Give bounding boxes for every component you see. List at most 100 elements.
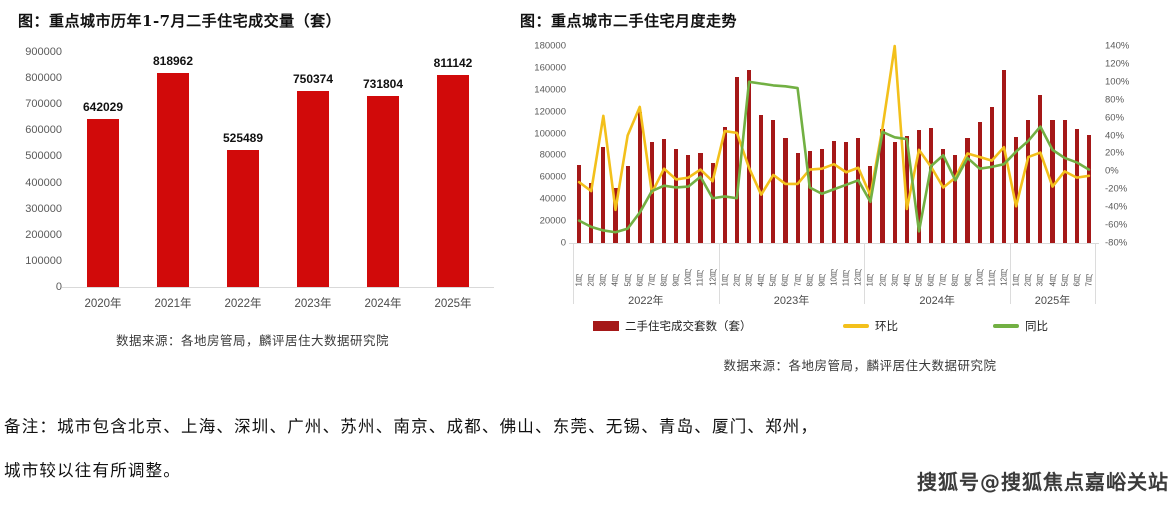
left-chart-bar-value: 811142 bbox=[433, 56, 473, 71]
left-chart-y-tick: 900000 bbox=[25, 46, 62, 58]
footer-note: 备注：城市包含北京、上海、深圳、广州、苏州、南京、成都、佛山、东莞、无锡、青岛、… bbox=[4, 405, 1164, 493]
right-chart-y-tick-right: 140% bbox=[1105, 40, 1130, 52]
right-chart-y-tick-left: 180000 bbox=[534, 40, 566, 52]
right-chart-bar bbox=[783, 137, 788, 243]
right-chart-month-label: 8月 bbox=[805, 273, 815, 286]
right-chart-month-label: 2月 bbox=[586, 273, 596, 286]
right-chart-y-tick-right: 80% bbox=[1105, 94, 1125, 106]
right-chart-bar bbox=[1050, 120, 1055, 243]
left-chart-x-tick: 2025年 bbox=[434, 298, 472, 310]
right-chart-bar bbox=[637, 111, 642, 243]
right-chart-bar bbox=[880, 129, 885, 243]
right-chart-month-label: 9月 bbox=[963, 273, 973, 286]
right-chart-year-axis: 2022年 2023年 2024年 2025年 bbox=[573, 244, 1096, 310]
right-chart-y-tick-right: -80% bbox=[1105, 237, 1128, 249]
right-chart-bar bbox=[856, 137, 861, 243]
right-chart-bar bbox=[916, 130, 922, 243]
right-chart-month-label: 1月 bbox=[865, 273, 875, 286]
right-chart-y-tick-right: -60% bbox=[1105, 219, 1128, 231]
right-chart-legend: 二手住宅成交套数（套） 环比 同比 bbox=[573, 318, 1113, 338]
right-chart-month-label: 12月 bbox=[708, 269, 718, 286]
left-chart-bar bbox=[227, 149, 259, 287]
right-chart-bar bbox=[989, 107, 994, 243]
right-chart-month-label: 9月 bbox=[671, 273, 681, 286]
right-chart-month-label: 7月 bbox=[647, 273, 657, 286]
right-chart-bar bbox=[771, 120, 776, 243]
right-chart-month-label: 3月 bbox=[598, 273, 608, 286]
right-chart-bar bbox=[941, 148, 946, 243]
left-chart-x-tick: 2024年 bbox=[364, 298, 402, 310]
left-chart-bar bbox=[437, 75, 469, 287]
right-chart-y-tick-left: 80000 bbox=[539, 149, 566, 161]
right-chart-month-axis: 1月 2月 3月 4月 5月 6月 7月 8月 9月 10月 11月 12月 1月 2月 3月 4月 5月 6月 7… bbox=[573, 246, 1095, 286]
right-chart-y-tick-right: 60% bbox=[1105, 112, 1125, 124]
right-chart-bar bbox=[589, 182, 594, 243]
legend-item-bars: 二手住宅成交套数（套） bbox=[593, 318, 752, 334]
right-chart-month-label: 10月 bbox=[829, 269, 839, 286]
left-chart-y-tick: 400000 bbox=[25, 176, 62, 189]
right-chart-bar bbox=[577, 165, 582, 243]
right-chart-month-label: 2月 bbox=[732, 273, 742, 286]
right-chart-month-label: 3月 bbox=[890, 273, 900, 286]
left-chart-y-tick: 800000 bbox=[25, 72, 62, 85]
right-chart-line-mom bbox=[577, 44, 1091, 212]
right-chart-bar bbox=[1001, 70, 1006, 243]
right-chart-bar bbox=[746, 70, 752, 243]
right-chart-line-layer bbox=[577, 44, 1091, 234]
right-chart-y-tick-right: -20% bbox=[1105, 183, 1128, 195]
left-chart-y-tick: 600000 bbox=[25, 124, 62, 137]
right-chart-month-label: 2月 bbox=[1023, 273, 1033, 286]
right-chart-month-label: 5月 bbox=[768, 273, 778, 286]
footer-note-line-1: 备注：城市包含北京、上海、深圳、广州、苏州、南京、成都、佛山、东莞、无锡、青岛、… bbox=[4, 417, 819, 436]
right-chart-bar bbox=[1086, 134, 1091, 243]
right-chart-bar bbox=[1074, 129, 1079, 243]
left-chart-y-tick: 500000 bbox=[25, 150, 62, 163]
legend-line-swatch-icon bbox=[993, 324, 1019, 328]
right-chart-bar bbox=[759, 114, 764, 243]
legend-item-yoy: 同比 bbox=[993, 318, 1048, 334]
left-chart-bar bbox=[157, 73, 189, 287]
right-chart-y-tick-left: 20000 bbox=[539, 215, 566, 227]
right-chart-panel: 图：重点城市二手住宅月度走势 0 20000 40000 60000 80000 1000… bbox=[510, 0, 1171, 390]
legend-line-swatch-icon bbox=[843, 324, 869, 328]
right-chart-year-divider bbox=[1010, 244, 1012, 304]
left-chart-title: 图：重点城市历年1-7月二手住宅成交量（套） bbox=[18, 12, 342, 30]
left-chart-x-axis: 2020年 2021年 2022年 2023年 2024年 2025年 bbox=[68, 291, 488, 311]
right-chart-year-label: 2024年 bbox=[919, 295, 955, 307]
right-chart-bar bbox=[929, 128, 934, 243]
legend-bar-swatch-icon bbox=[593, 321, 619, 331]
right-chart-bar bbox=[734, 76, 739, 243]
right-chart-month-label: 12月 bbox=[999, 269, 1009, 286]
right-chart-y-tick-right: -40% bbox=[1105, 201, 1128, 213]
right-chart-bar bbox=[1062, 120, 1067, 243]
right-chart-bar bbox=[965, 137, 970, 243]
right-chart-month-label: 6月 bbox=[926, 273, 936, 286]
right-chart-line-yoy bbox=[577, 80, 1091, 234]
right-chart-bar bbox=[844, 142, 849, 243]
right-chart-month-label: 1月 bbox=[720, 273, 730, 286]
right-chart-month-label: 3月 bbox=[744, 273, 754, 286]
right-chart-year-label: 2022年 bbox=[628, 295, 664, 307]
footer-note-line-2: 城市较以往有所调整。 bbox=[4, 461, 181, 480]
left-chart-source-note: 数据来源：各地房管局，麟评居住大数据研究院 bbox=[115, 333, 389, 348]
right-chart-plot-area bbox=[569, 44, 1099, 244]
right-chart-y-tick-left: 160000 bbox=[534, 62, 566, 74]
right-chart-bar bbox=[710, 163, 715, 243]
left-chart-y-tick: 700000 bbox=[25, 98, 62, 111]
right-chart-bar bbox=[807, 151, 812, 243]
right-chart-bar bbox=[613, 188, 618, 243]
right-chart-bar bbox=[953, 155, 958, 243]
left-chart-bar-value: 750374 bbox=[292, 72, 334, 87]
right-chart-bar bbox=[722, 127, 727, 243]
right-chart-month-label: 6月 bbox=[1072, 273, 1082, 286]
left-chart-bar-value: 525489 bbox=[222, 130, 264, 145]
right-chart-year-divider bbox=[718, 244, 720, 304]
right-chart-month-label: 10月 bbox=[975, 269, 985, 286]
right-chart-month-label: 10月 bbox=[683, 269, 693, 286]
right-chart-month-label: 7月 bbox=[793, 273, 803, 286]
right-chart-source-note: 数据来源：各地房管局，麟评居住大数据研究院 bbox=[723, 358, 997, 373]
left-chart-bar-value: 818962 bbox=[152, 54, 194, 69]
right-chart-month-label: 6月 bbox=[635, 273, 645, 286]
left-chart-x-tick: 2020年 bbox=[84, 298, 122, 310]
right-chart-title: 图：重点城市二手住宅月度走势 bbox=[520, 12, 738, 30]
